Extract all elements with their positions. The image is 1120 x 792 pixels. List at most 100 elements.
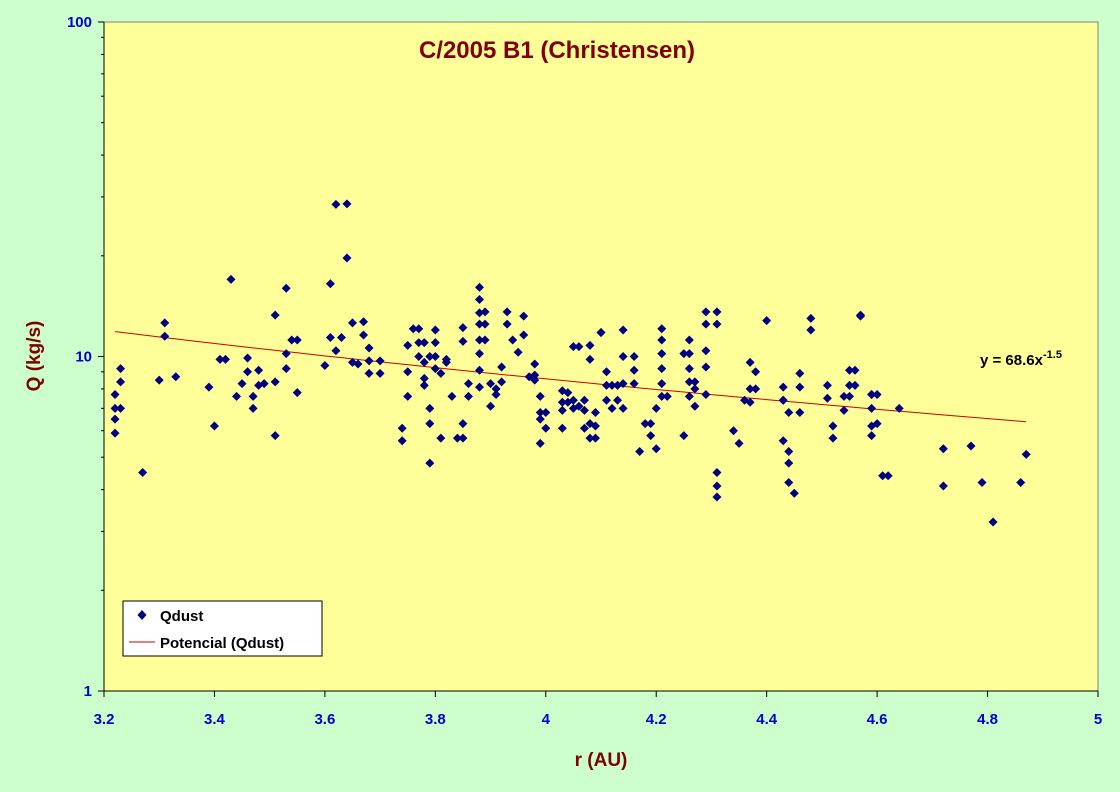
data-point xyxy=(430,325,440,335)
data-point xyxy=(430,364,440,374)
data-point xyxy=(359,317,369,327)
data-point xyxy=(458,419,468,429)
data-point xyxy=(574,401,584,411)
data-point xyxy=(585,340,595,350)
data-point xyxy=(602,380,612,390)
data-point xyxy=(458,323,468,333)
data-point xyxy=(519,311,529,321)
data-point xyxy=(883,471,893,481)
data-point xyxy=(359,330,369,340)
x-tick-label: 4.6 xyxy=(867,711,888,728)
data-point xyxy=(635,446,645,456)
x-tick-label: 3.2 xyxy=(94,711,115,728)
data-point xyxy=(784,446,794,456)
data-point xyxy=(403,367,413,377)
x-axis-ticks: 3.2 3.4 3.6 3.8 4 4.2 4.4 4.6 4.8 5 xyxy=(94,691,1102,728)
data-point xyxy=(502,319,512,329)
data-point xyxy=(281,364,291,374)
data-point xyxy=(325,332,335,342)
legend-box xyxy=(122,600,323,657)
data-point xyxy=(784,408,794,418)
data-point xyxy=(248,403,258,413)
data-point xyxy=(497,377,507,387)
x-tick-label: 3.8 xyxy=(425,711,446,728)
data-point xyxy=(1016,478,1026,488)
data-point xyxy=(684,391,694,401)
data-point xyxy=(270,377,280,387)
data-point xyxy=(629,379,639,389)
data-point xyxy=(414,338,424,348)
data-point xyxy=(535,408,545,418)
legend-diamond-icon xyxy=(137,610,147,620)
data-point xyxy=(585,433,595,443)
data-point xyxy=(475,319,485,329)
data-point xyxy=(375,368,385,378)
data-point xyxy=(795,382,805,392)
data-point xyxy=(828,433,838,443)
data-point xyxy=(419,357,429,367)
data-point xyxy=(690,401,700,411)
data-point xyxy=(784,478,794,488)
data-point xyxy=(486,401,496,411)
data-point xyxy=(795,368,805,378)
data-point xyxy=(530,370,540,380)
chart-title: C/2005 B1 (Christensen) xyxy=(419,37,695,64)
data-point xyxy=(613,395,623,405)
data-point xyxy=(475,365,485,375)
data-point xyxy=(784,458,794,468)
data-point xyxy=(425,403,435,413)
data-point xyxy=(657,379,667,389)
data-point xyxy=(530,375,540,385)
data-point xyxy=(563,388,573,398)
data-point xyxy=(607,403,617,413)
data-point xyxy=(867,389,877,399)
data-point xyxy=(486,379,496,389)
data-point xyxy=(872,419,882,429)
data-point xyxy=(988,517,998,527)
data-point xyxy=(530,359,540,369)
data-point xyxy=(557,397,567,407)
data-point xyxy=(657,335,667,345)
data-point xyxy=(419,338,429,348)
data-point xyxy=(292,335,302,345)
data-point xyxy=(110,428,120,438)
data-point xyxy=(254,365,264,375)
data-point xyxy=(397,423,407,433)
trend-equation: y = 68.6x-1.5 xyxy=(980,349,1062,369)
data-point xyxy=(867,431,877,441)
data-point xyxy=(651,403,661,413)
data-point xyxy=(795,408,805,418)
data-point xyxy=(475,295,485,305)
data-point xyxy=(475,382,485,392)
data-point xyxy=(408,324,418,334)
data-point xyxy=(822,393,832,403)
data-point xyxy=(701,389,711,399)
data-point xyxy=(342,199,352,209)
data-point xyxy=(331,199,341,209)
data-point xyxy=(662,391,672,401)
data-point xyxy=(618,403,628,413)
x-tick-label: 3.6 xyxy=(314,711,335,728)
scatter-points xyxy=(110,199,1031,527)
data-point xyxy=(419,380,429,390)
data-point xyxy=(491,384,501,394)
data-point xyxy=(712,492,722,502)
data-point xyxy=(729,426,739,436)
data-point xyxy=(806,313,816,323)
x-tick-label: 5 xyxy=(1094,711,1102,728)
data-point xyxy=(557,423,567,433)
data-point xyxy=(491,389,501,399)
y-tick-label: 10 xyxy=(75,349,92,366)
data-point xyxy=(657,364,667,374)
data-point xyxy=(618,379,628,389)
data-point xyxy=(618,325,628,335)
data-point xyxy=(535,391,545,401)
data-point xyxy=(806,325,816,335)
data-point xyxy=(579,395,589,405)
data-point xyxy=(160,318,170,328)
data-point xyxy=(822,380,832,390)
trend-equation-base: y = 68.6x xyxy=(980,352,1044,369)
y-tick-label: 100 xyxy=(67,14,92,31)
data-point xyxy=(745,397,755,407)
